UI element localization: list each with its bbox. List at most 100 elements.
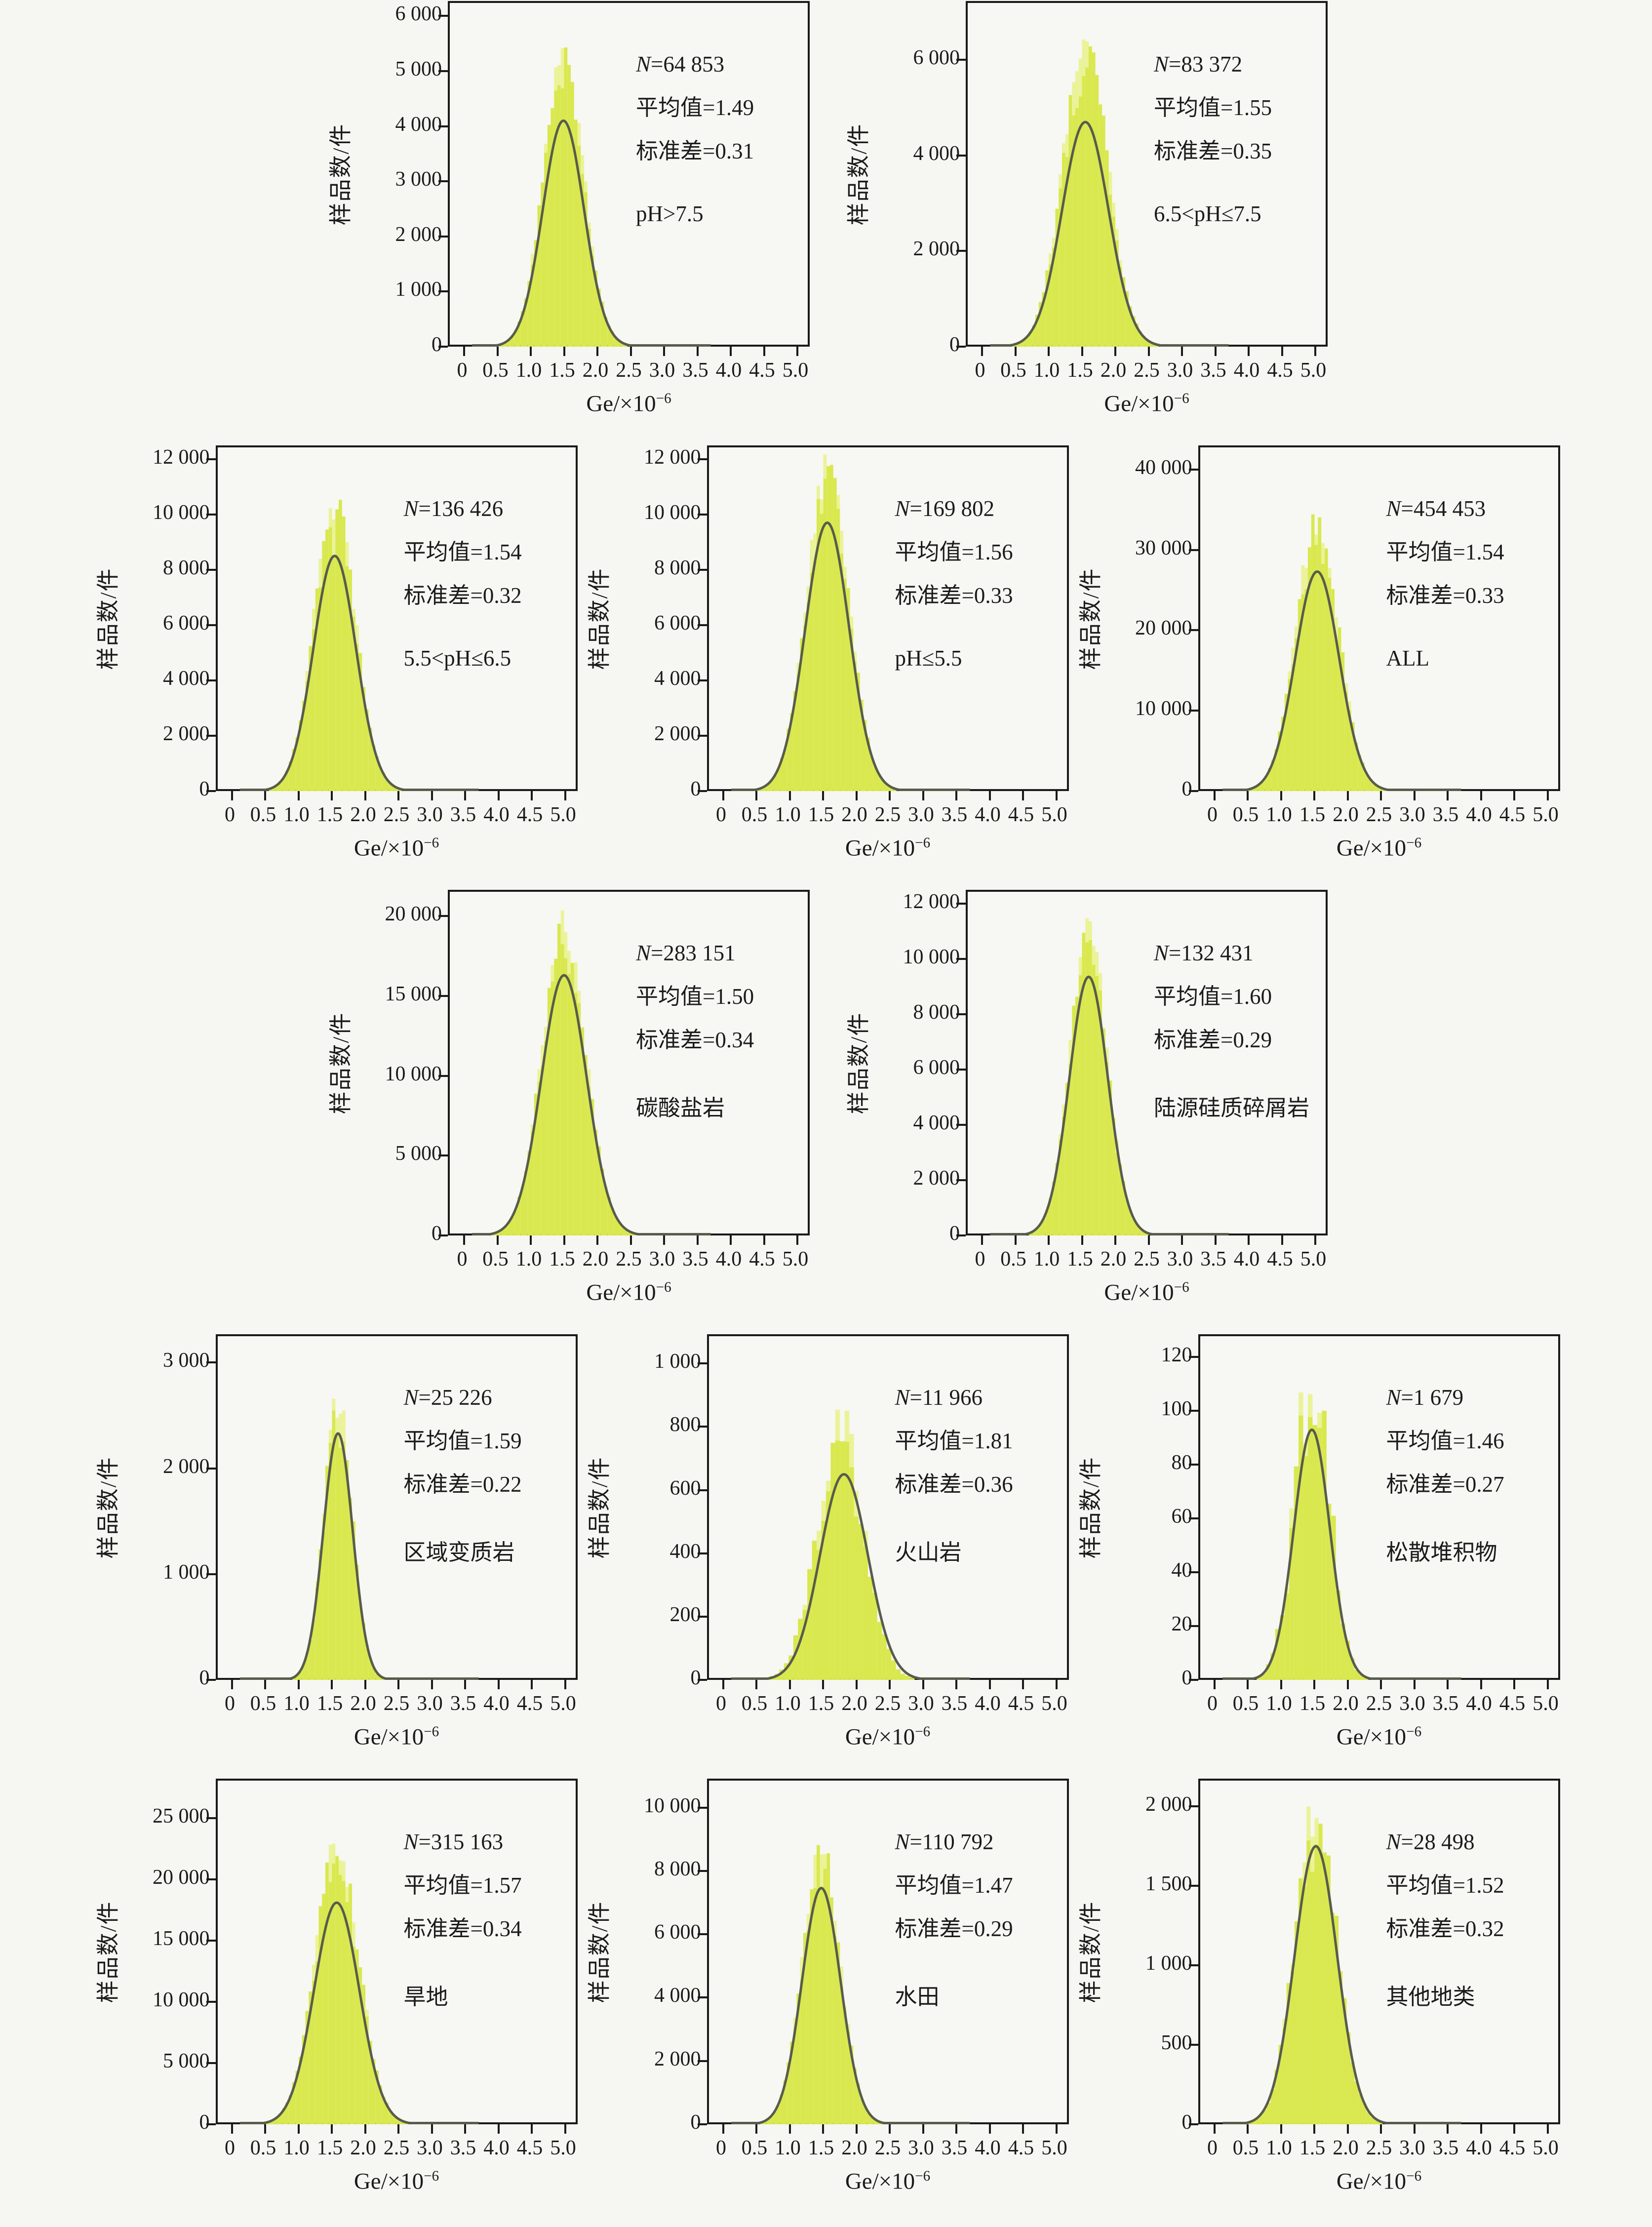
x-tick-mark	[629, 347, 632, 356]
x-tick-mark	[397, 791, 399, 800]
x-tick-mark	[1247, 791, 1249, 800]
y-tick-label: 2 000	[913, 1166, 960, 1190]
y-axis-title: 样品数/件	[95, 1456, 121, 1559]
x-tick-mark	[855, 791, 858, 800]
x-tick-mark	[889, 2124, 891, 2134]
y-axis-label-column: 样品数/件	[1075, 1334, 1103, 1681]
x-tick-label: 1.5	[1299, 803, 1326, 826]
x-tick-mark	[1380, 791, 1382, 800]
stat-mean: 平均值=1.59	[403, 1428, 522, 1453]
x-tick-label: 3.0	[1399, 1692, 1425, 1715]
y-tick-label: 0	[432, 1222, 442, 1245]
y-tick-label: 6 000	[654, 1921, 701, 1944]
y-tick-mark	[956, 1179, 966, 1181]
y-axis-title: 样品数/件	[95, 1901, 121, 2003]
y-tick-label: 0	[690, 1667, 701, 1689]
x-tick-label: 4.5	[1008, 2137, 1034, 2159]
histogram-bars	[1248, 514, 1388, 791]
y-tick-mark	[438, 915, 448, 917]
stats-annotation: N=110 792 平均值=1.47 标准差=0.29	[895, 1820, 1013, 1950]
n-symbol: N	[1154, 940, 1169, 965]
x-tick-label: 0.5	[250, 803, 276, 826]
stat-n: N=1 679	[1386, 1385, 1464, 1410]
x-tick-label: 4.5	[1267, 1248, 1293, 1271]
n-symbol: N	[1386, 1385, 1401, 1410]
x-tick-label: 1.0	[283, 2137, 310, 2159]
x-tick-mark	[981, 347, 983, 356]
y-tick-mark	[1188, 710, 1198, 712]
x-tick-label: 4.0	[1466, 1692, 1492, 1715]
y-tick-label: 2 000	[1145, 1793, 1192, 1816]
x-tick-mark	[1280, 791, 1282, 800]
y-tick-mark	[697, 1489, 707, 1491]
y-tick-mark	[206, 1878, 216, 1880]
panel-2: 样品数/件 0 2 000 4 000 6 000 N=83 372 平均值=1.55 标准差…	[842, 1, 1328, 418]
histogram-canvas	[990, 40, 1229, 347]
x-axis-title-exponent: −6	[1174, 391, 1189, 406]
y-tick-mark	[697, 1679, 707, 1681]
plot-box: N=110 792 平均值=1.47 标准差=0.29 水田	[697, 1779, 1069, 2134]
stats-annotation: N=11 966 平均值=1.81 标准差=0.36	[895, 1376, 1013, 1506]
y-tick-label: 0	[949, 333, 960, 356]
x-tick-label: 5.0	[1041, 1692, 1067, 1715]
x-tick-label: 1.0	[515, 359, 542, 382]
group-label: 陆源硅质碎屑岩	[1154, 1096, 1310, 1121]
x-tick-mark	[464, 2124, 466, 2134]
y-tick-mark	[1188, 1517, 1198, 1520]
histogram-bars	[765, 1409, 914, 1680]
figure-row-1: 样品数/件 0 1 000 2 000 3 000 4 000 5 000 6 000 N=64…	[0, 1, 1652, 418]
x-axis-title-exponent: −6	[915, 835, 931, 851]
plot-area: 样品数/件 0 2 000 4 000 6 000 8 000 10 000 12 000 N=…	[92, 445, 578, 800]
stats-annotation: N=136 426 平均值=1.54 标准差=0.32	[404, 487, 522, 617]
x-tick-mark	[1081, 1235, 1083, 1245]
y-tick-label: 20 000	[1135, 617, 1192, 640]
x-tick-label: 1.5	[1299, 1692, 1326, 1715]
x-tick-mark	[297, 1680, 300, 1689]
x-tick-mark	[822, 1680, 824, 1689]
x-tick-labels: 0 0.5 1.0 1.5 2.0 2.5 3.0 3.5 4.0 4.5 5.0	[966, 1236, 1328, 1272]
x-axis-title: Ge/×10−6	[1198, 2161, 1560, 2195]
histogram-canvas	[472, 910, 711, 1235]
x-tick-label: 3.5	[450, 1692, 476, 1715]
x-tick-label: 2.5	[1366, 1692, 1392, 1715]
figure-row-5: 样品数/件 0 5 000 10 000 15 000 20 000 25 000 N=315…	[0, 1779, 1652, 2195]
y-axis-label-column: 样品数/件	[842, 890, 871, 1236]
x-tick-label: 0	[975, 1248, 985, 1271]
stats-annotation: N=28 498 平均值=1.52 标准差=0.32	[1386, 1820, 1504, 1950]
x-tick-mark	[1114, 1235, 1116, 1245]
stat-std: 标准差=0.22	[403, 1471, 522, 1497]
x-tick-label: 5.0	[550, 803, 576, 826]
x-tick-label: 3.0	[417, 1692, 443, 1715]
stat-n: N=283 151	[636, 940, 736, 965]
stat-mean: 平均值=1.52	[1386, 1872, 1504, 1898]
x-tick-label: 5.0	[1533, 803, 1559, 826]
normal-fit-curve	[239, 1432, 478, 1680]
x-tick-label: 4.5	[1267, 359, 1293, 382]
x-tick-label: 0.5	[482, 359, 509, 382]
x-tick-mark	[696, 347, 699, 356]
y-tick-mark	[956, 902, 966, 905]
x-tick-label: 5.0	[782, 1248, 809, 1271]
histogram-canvas	[990, 918, 1229, 1235]
x-tick-mark	[297, 2124, 300, 2134]
x-tick-label: 1.5	[316, 803, 343, 826]
y-tick-label: 0	[949, 1222, 960, 1245]
x-tick-label: 1.5	[316, 2137, 343, 2159]
x-tick-mark	[1055, 791, 1058, 800]
x-tick-label: 0	[716, 803, 726, 826]
panel-7: 样品数/件 0 2 000 4 000 6 000 8 000 10 000 12 000 N=…	[842, 890, 1328, 1307]
x-tick-label: 4.5	[516, 803, 543, 826]
x-tick-label: 0	[975, 359, 985, 382]
x-axis-title-base: Ge/×10	[1336, 835, 1407, 861]
plot-area: 样品数/件 0 2 000 4 000 6 000 8 000 10 000 12 000 N=…	[842, 890, 1328, 1245]
x-tick-label: 2.0	[350, 2137, 376, 2159]
y-tick-mark	[206, 2000, 216, 2003]
x-tick-label: 1.5	[549, 359, 575, 382]
x-tick-label: 4.0	[975, 1692, 1001, 1715]
x-tick-mark	[431, 791, 433, 800]
y-axis-label-column: 样品数/件	[584, 1334, 612, 1681]
y-tick-mark	[956, 250, 966, 252]
x-tick-mark	[297, 791, 300, 800]
normal-fit-curve	[239, 555, 478, 791]
